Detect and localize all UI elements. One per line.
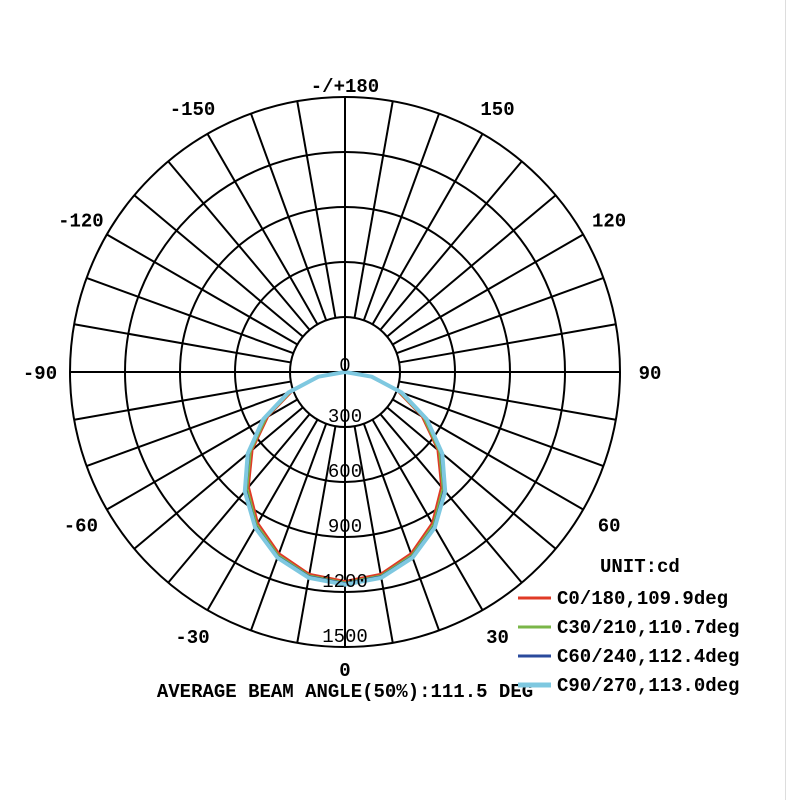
spoke-250 — [86, 277, 294, 355]
spoke-230 — [133, 194, 304, 338]
spoke-260 — [74, 323, 292, 364]
spoke-50 — [386, 406, 557, 550]
angle-tick-label: 120 — [592, 211, 626, 233]
angle-tick-label: -120 — [58, 211, 104, 233]
angle-tick-label: 60 — [598, 516, 621, 538]
angle-tick-label: -30 — [175, 627, 209, 649]
spoke-140 — [379, 160, 523, 331]
angle-tick-label: -/+180 — [311, 76, 379, 98]
series-curve-3 — [242, 370, 448, 587]
spoke-220 — [167, 160, 311, 331]
radial-tick-label: 900 — [328, 516, 362, 538]
angle-tick-label: 30 — [486, 627, 509, 649]
angle-tick-label: -60 — [64, 516, 98, 538]
legend-label: C90/270,113.0deg — [557, 675, 739, 697]
spoke-160 — [362, 113, 440, 321]
spoke-320 — [167, 413, 311, 584]
angle-tick-label: 0 — [339, 660, 350, 682]
spoke-20 — [362, 423, 440, 631]
legend-label: C60/240,112.4deg — [557, 646, 739, 668]
angle-tick-label: -90 — [23, 363, 57, 385]
chart-title: AVERAGE BEAM ANGLE(50%):111.5 DEG — [157, 681, 533, 703]
spoke-330 — [206, 419, 319, 611]
spoke-200 — [250, 113, 328, 321]
spoke-340 — [250, 423, 328, 631]
unit-label: UNIT:cd — [600, 556, 680, 578]
spoke-70 — [396, 389, 604, 467]
spoke-30 — [371, 419, 484, 611]
radial-tick-label: 300 — [328, 406, 362, 428]
legend-label: C30/210,110.7deg — [557, 617, 739, 639]
angle-tick-label: 150 — [480, 99, 514, 121]
radial-tick-label: 1200 — [322, 571, 368, 593]
curves — [242, 370, 448, 587]
labels: 0 300 600 900 1200 1500 0 30 60 90 120 150 -/+180 -15… — [23, 76, 662, 682]
spoke-100 — [398, 323, 616, 364]
polar-grid — [69, 96, 621, 648]
spoke-310 — [133, 406, 304, 550]
legend-label: C0/180,109.9deg — [557, 588, 728, 610]
radial-tick-label: 1500 — [322, 626, 368, 648]
spoke-280 — [74, 380, 292, 421]
radial-tick-label: 600 — [328, 461, 362, 483]
spoke-10 — [353, 425, 394, 643]
spoke-40 — [379, 413, 523, 584]
angle-tick-label: 90 — [639, 363, 662, 385]
spoke-150 — [371, 133, 484, 325]
spoke-290 — [86, 389, 294, 467]
spoke-110 — [396, 277, 604, 355]
legend: UNIT:cd C0/180,109.9deg C30/210,110.7deg C6… — [518, 556, 739, 697]
spoke-80 — [398, 380, 616, 421]
spoke-210 — [206, 133, 319, 325]
spoke-190 — [296, 101, 337, 319]
spoke-240 — [106, 233, 298, 346]
angle-tick-label: -150 — [170, 99, 216, 121]
spoke-130 — [386, 194, 557, 338]
right-border — [785, 0, 786, 800]
radial-tick-label: 0 — [339, 355, 350, 377]
spoke-350 — [296, 425, 337, 643]
spoke-120 — [392, 233, 584, 346]
spoke-170 — [353, 101, 394, 319]
